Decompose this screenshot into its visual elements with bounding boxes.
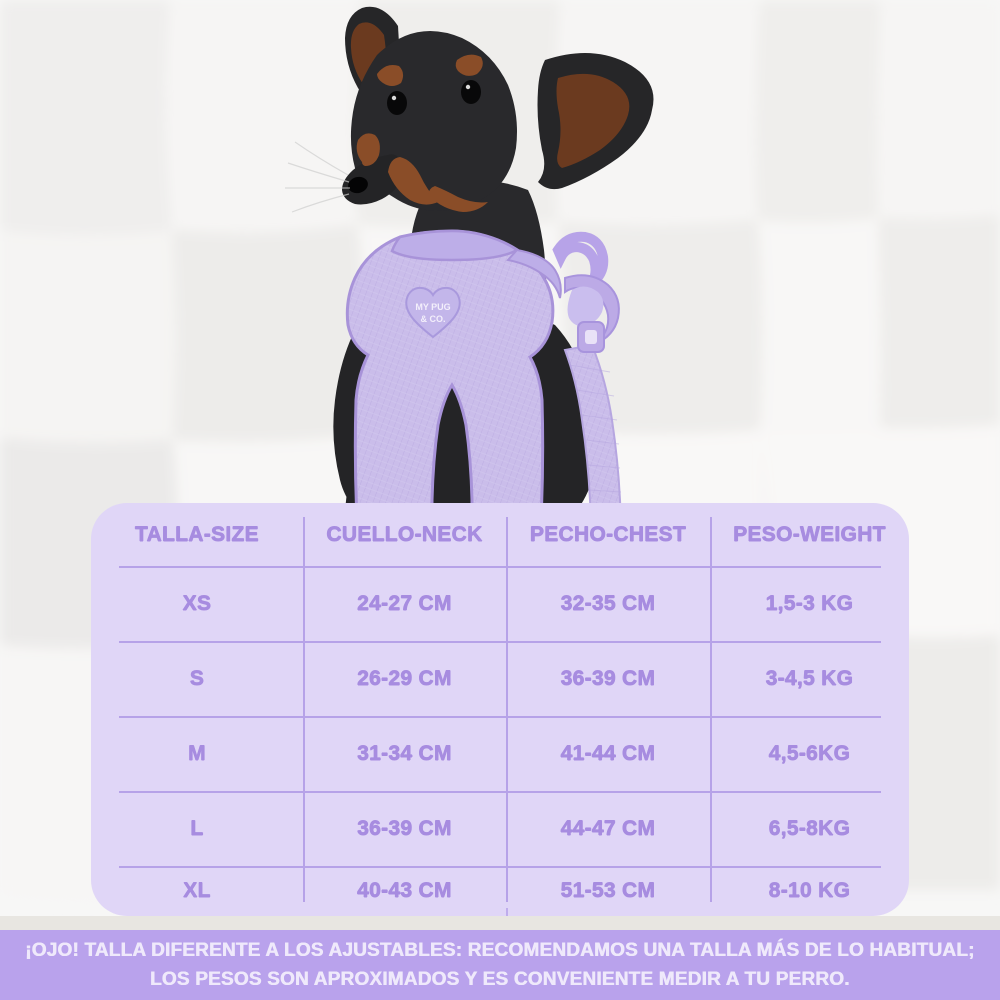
svg-text:MY PUG: MY PUG	[415, 302, 450, 312]
svg-text:& CO.: & CO.	[420, 314, 445, 324]
